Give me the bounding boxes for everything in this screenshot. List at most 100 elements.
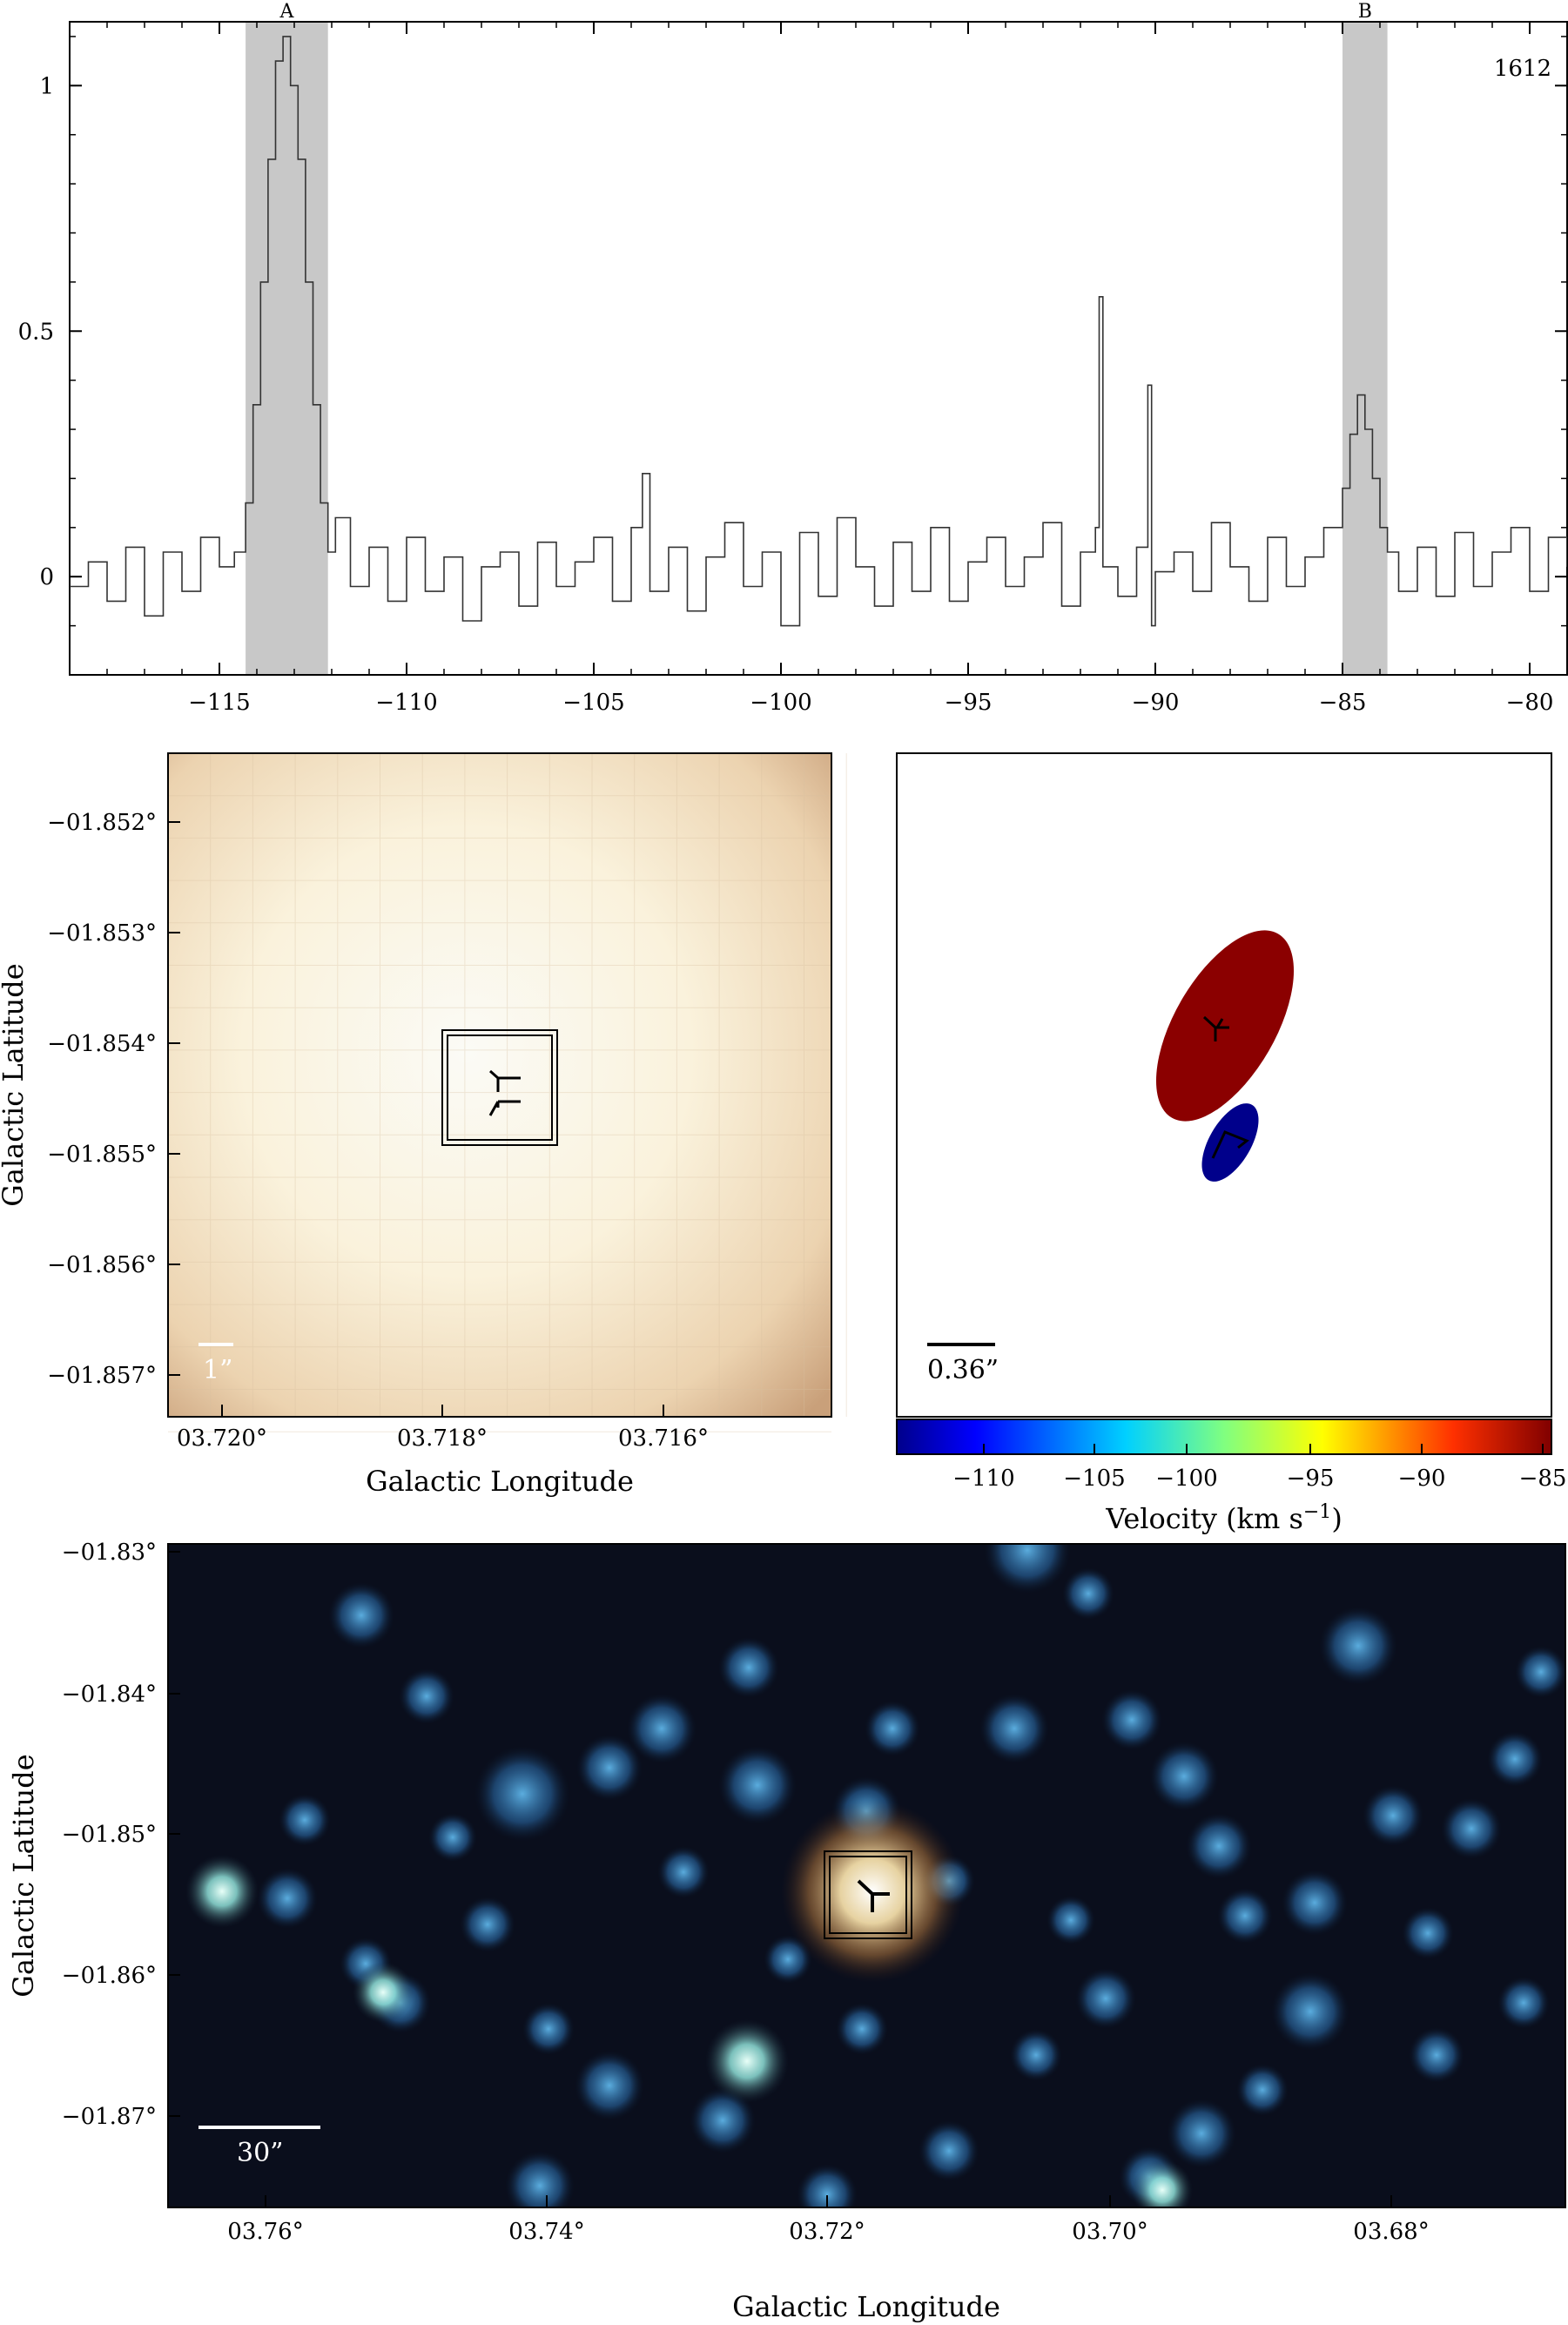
star-blob: [1271, 1972, 1349, 2051]
wide-y-tick-label: −01.83°: [62, 1540, 157, 1566]
star-blob: [575, 2051, 644, 2120]
spectrum-x-tick-label: −110: [375, 690, 437, 716]
star-blob: [627, 1694, 697, 1763]
wide-field-frame: [167, 1543, 1566, 2208]
star-blob: [865, 1701, 920, 1756]
spectrum-y-tick-label: 0.5: [18, 319, 54, 345]
cutout-y-tick-label: −01.853°: [47, 920, 157, 947]
star-blob: [576, 1735, 643, 1801]
spectrum-x-tick-label: −95: [945, 690, 993, 716]
band-label-b: B: [1358, 1, 1372, 23]
spot-marker-icon: [1202, 1015, 1229, 1041]
star-blob: [474, 1746, 570, 1842]
bright-star: [185, 1855, 259, 1928]
cutout-y-tick-label: −01.857°: [47, 1363, 157, 1389]
cutout-y-ticks: −01.852° −01.853° −01.854° −01.855° −01.856°…: [47, 810, 180, 1389]
spectrum-x-tick-label: −90: [1132, 690, 1180, 716]
star-blob: [1319, 1607, 1397, 1685]
band-a: [246, 22, 328, 675]
wide-y-tick-label: −01.84°: [62, 1681, 157, 1708]
wide-y-label: Galactic Latitude: [7, 1754, 40, 1997]
colorbar-tick-label: −95: [1287, 1466, 1335, 1492]
colorbar-tick-label: −90: [1398, 1466, 1446, 1492]
star-blob: [328, 1582, 394, 1648]
spectrum-x-tick-label: −85: [1319, 690, 1367, 716]
wide-x-tick-label: 03.74°: [508, 2219, 584, 2245]
spectrum-x-tick-label: −80: [1506, 690, 1554, 716]
wide-y-ticks: −01.83° −01.84° −01.85° −01.86° −01.87°: [62, 1540, 180, 2130]
cutout-y-tick-label: −01.852°: [47, 810, 157, 836]
cutout-y-tick-label: −01.854°: [47, 1031, 157, 1057]
wide-y-tick-label: −01.86°: [62, 1963, 157, 1989]
star-blob: [1402, 1907, 1454, 1959]
band-label-a: A: [279, 1, 294, 23]
spectrum-legend-label: 1612: [1494, 56, 1551, 82]
wide-x-tick-label: 03.76°: [227, 2219, 303, 2245]
star-blob: [979, 1694, 1049, 1763]
star-blob: [1217, 1888, 1273, 1944]
star-blob: [1046, 1896, 1095, 1944]
star-blob: [797, 2164, 858, 2207]
spectrum-y-tick-label: 1: [39, 73, 54, 99]
star-blob: [505, 2151, 575, 2207]
wide-field-panel: 30” 03.76° 03.74° 03.72° 03.70° 03.68° −01.8…: [7, 1540, 1566, 2323]
star-blob: [1487, 1731, 1543, 1787]
spot-arrow-icon: [1211, 1130, 1249, 1159]
star-blob: [1282, 1870, 1348, 1936]
wide-x-tick-label: 03.68°: [1353, 2219, 1429, 2245]
star-blob: [1441, 1798, 1502, 1859]
spectrum-y-tick-label: 0: [39, 564, 54, 590]
maser-spot: [1201, 1103, 1259, 1182]
spectrum-x-tick-label: −100: [750, 690, 811, 716]
wide-x-tick-label: 03.70°: [1072, 2219, 1147, 2245]
star-blob: [1167, 2099, 1236, 2168]
star-blob: [718, 1637, 779, 1698]
wide-x-ticks: 03.76° 03.74° 03.72° 03.70° 03.68°: [227, 2195, 1430, 2245]
cutout-y-tick-label: −01.856°: [47, 1252, 157, 1278]
cutout-panel: 1” 03.720° 03.718° 03.716° −01.852° −01.853…: [0, 752, 847, 1498]
cutout-x-tick-label: 03.716°: [618, 1425, 709, 1452]
colorbar-tick-label: −85: [1519, 1466, 1567, 1492]
cutout-x-ticks: 03.720° 03.718° 03.716°: [177, 1405, 709, 1452]
star-blob: [522, 2003, 575, 2055]
spectrum-x-tick-label: −105: [562, 690, 624, 716]
star-blob: [836, 2003, 888, 2055]
colorbar-label: Velocity (km s−1): [1105, 1501, 1343, 1536]
spot-scale-label: 0.36”: [927, 1355, 999, 1385]
star-blob: [1010, 2029, 1062, 2081]
star-blob: [984, 1544, 1071, 1594]
star-blob: [1515, 1646, 1565, 1698]
star-blob: [428, 1813, 477, 1862]
star-blob: [1497, 1977, 1550, 2029]
source-box-inner: [447, 1034, 553, 1141]
target-marker-icon: [857, 1879, 890, 1912]
star-blob: [718, 1746, 797, 1824]
star-blob: [460, 1897, 515, 1952]
colorbar-tick-label: −110: [952, 1466, 1014, 1492]
colorbar-ticks: −110 −105 −100 −95 −90 −85: [952, 1444, 1566, 1492]
star-blob: [1075, 1968, 1136, 2029]
wide-x-tick-label: 03.72°: [789, 2219, 865, 2245]
spectrum-x-ticks: −115 −110 −105 −100 −95 −90 −85 −80: [69, 22, 1568, 716]
bright-star: [705, 2019, 789, 2103]
star-blob: [257, 1868, 318, 1929]
star-blob: [1149, 1742, 1219, 1811]
star-blob: [399, 1668, 454, 1724]
spot-map-panel: 0.36” −110 −105 −100 −95 −90 −85 Velocity (km…: [896, 752, 1566, 1536]
cutout-x-tick-label: 03.720°: [177, 1425, 267, 1452]
star-blob: [1101, 1689, 1162, 1750]
cutout-y-label: Galactic Latitude: [0, 963, 30, 1206]
maser-spots: [1155, 930, 1295, 1182]
star-blob: [919, 2120, 979, 2181]
bright-star: [353, 1962, 414, 2023]
wide-y-tick-label: −01.87°: [62, 2104, 157, 2130]
colorbar-tick-label: −105: [1063, 1466, 1125, 1492]
star-blob: [1186, 1813, 1252, 1879]
spectrum-line: [70, 36, 1567, 627]
star-blob: [690, 2087, 756, 2153]
star-blob: [1236, 2064, 1289, 2116]
wide-scale-label: 30”: [237, 2138, 284, 2168]
star-blob: [1363, 1785, 1423, 1846]
